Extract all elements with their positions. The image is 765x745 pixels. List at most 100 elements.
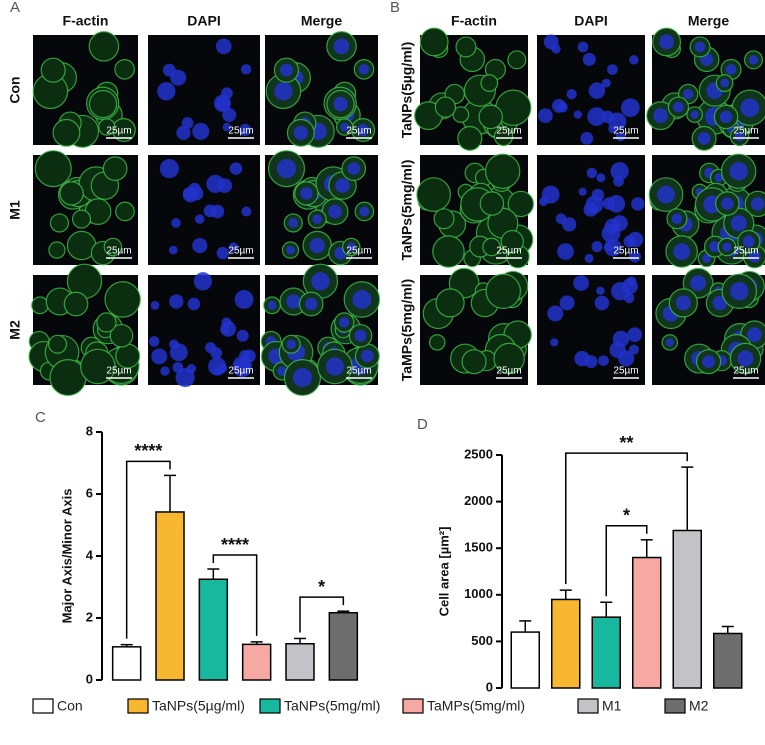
row-label: TaMPs(5mg/ml) [399, 279, 415, 381]
column-header: DAPI [187, 13, 220, 29]
actin [88, 89, 118, 119]
nucleus [160, 366, 170, 376]
actin [34, 150, 72, 188]
nucleus [215, 38, 232, 55]
nucleus [653, 108, 668, 124]
scale-bar-label: 25µm [106, 366, 131, 377]
bar [591, 616, 621, 689]
y-tick-label: 2000 [464, 493, 493, 508]
actin [484, 153, 521, 189]
y-tick-label: 2 [86, 609, 93, 624]
actin [416, 177, 451, 212]
y-axis-label: Major Axis/Minor Axis [59, 489, 74, 624]
micrograph: 25µm [414, 27, 532, 151]
significance-label: **** [134, 441, 162, 461]
nucleus [234, 290, 254, 309]
bar [510, 631, 540, 689]
scale-bar-label: 25µm [733, 126, 758, 137]
nucleus [734, 131, 745, 142]
panel-label: A [10, 0, 20, 16]
scale-bar-label: 25µm [496, 246, 521, 257]
actin [48, 334, 68, 354]
panel-label: D [417, 416, 428, 433]
nucleus [288, 218, 299, 228]
nucleus [333, 38, 350, 55]
nucleus [557, 243, 574, 260]
nucleus [737, 350, 754, 367]
nucleus [151, 348, 168, 365]
nucleus [747, 327, 762, 342]
nucleus [340, 122, 349, 132]
scale-bar-label: 25µm [228, 366, 253, 377]
nucleus [714, 173, 724, 183]
bar [155, 511, 185, 681]
actin [507, 50, 527, 70]
nucleus [596, 286, 605, 296]
nucleus [328, 204, 342, 219]
nucleus [169, 339, 179, 349]
nucleus [354, 329, 367, 342]
actin [104, 281, 141, 318]
micrograph: 25µm [420, 267, 532, 385]
nucleus [215, 96, 231, 112]
nucleus [673, 243, 691, 260]
nucleus [725, 64, 737, 75]
scale-bar-label: 25µm [346, 366, 371, 377]
nucleus [582, 52, 596, 66]
nucleus [169, 294, 184, 309]
nucleus [584, 253, 594, 263]
nucleus [675, 295, 691, 311]
nucleus [300, 187, 313, 200]
nucleus [229, 162, 243, 175]
column-header: Merge [301, 13, 342, 29]
actin [52, 118, 81, 147]
nucleus [150, 300, 160, 310]
y-tick-label: 500 [471, 633, 493, 648]
nucleus [611, 282, 630, 301]
nucleus [594, 295, 610, 311]
nucleus [694, 41, 706, 53]
nucleus [702, 355, 715, 369]
actin [114, 59, 135, 80]
micrograph: 25µm [148, 35, 260, 145]
micrograph: 25µm [646, 27, 765, 151]
nucleus [359, 206, 370, 217]
nucleus [333, 96, 348, 112]
row-label: Con [7, 76, 23, 103]
nucleus [286, 339, 296, 349]
actin [102, 156, 128, 181]
bar [111, 646, 142, 681]
nucleus [162, 63, 176, 77]
legend-label: TaNPs(5mg/ml) [284, 698, 380, 714]
micrograph: 25µm [260, 263, 381, 397]
nucleus [543, 34, 559, 50]
column-header: DAPI [574, 13, 607, 29]
nucleus [194, 214, 205, 224]
actin [115, 201, 135, 222]
nucleus [309, 238, 325, 254]
nucleus [748, 250, 761, 263]
nucleus [602, 197, 616, 210]
nucleus [730, 282, 749, 301]
scale-bar-label: 25µm [346, 246, 371, 257]
micrograph: 25µm [148, 155, 260, 265]
nucleus [588, 82, 606, 99]
nucleus [193, 272, 213, 291]
nucleus [276, 159, 297, 179]
nucleus [557, 101, 568, 113]
nucleus [607, 64, 618, 75]
nucleus [358, 64, 370, 75]
y-tick-label: 0 [486, 679, 493, 694]
bar [328, 611, 359, 681]
actin [115, 343, 141, 369]
nucleus [709, 241, 721, 253]
nucleus [623, 235, 636, 248]
actin [500, 229, 524, 254]
y-axis-label: Cell area [µm²] [436, 527, 451, 617]
nucleus [312, 214, 322, 224]
nucleus [274, 82, 293, 101]
nucleus [550, 338, 559, 347]
micrograph: 25µm [648, 153, 765, 269]
bar [672, 529, 702, 689]
nucleus [629, 55, 639, 65]
